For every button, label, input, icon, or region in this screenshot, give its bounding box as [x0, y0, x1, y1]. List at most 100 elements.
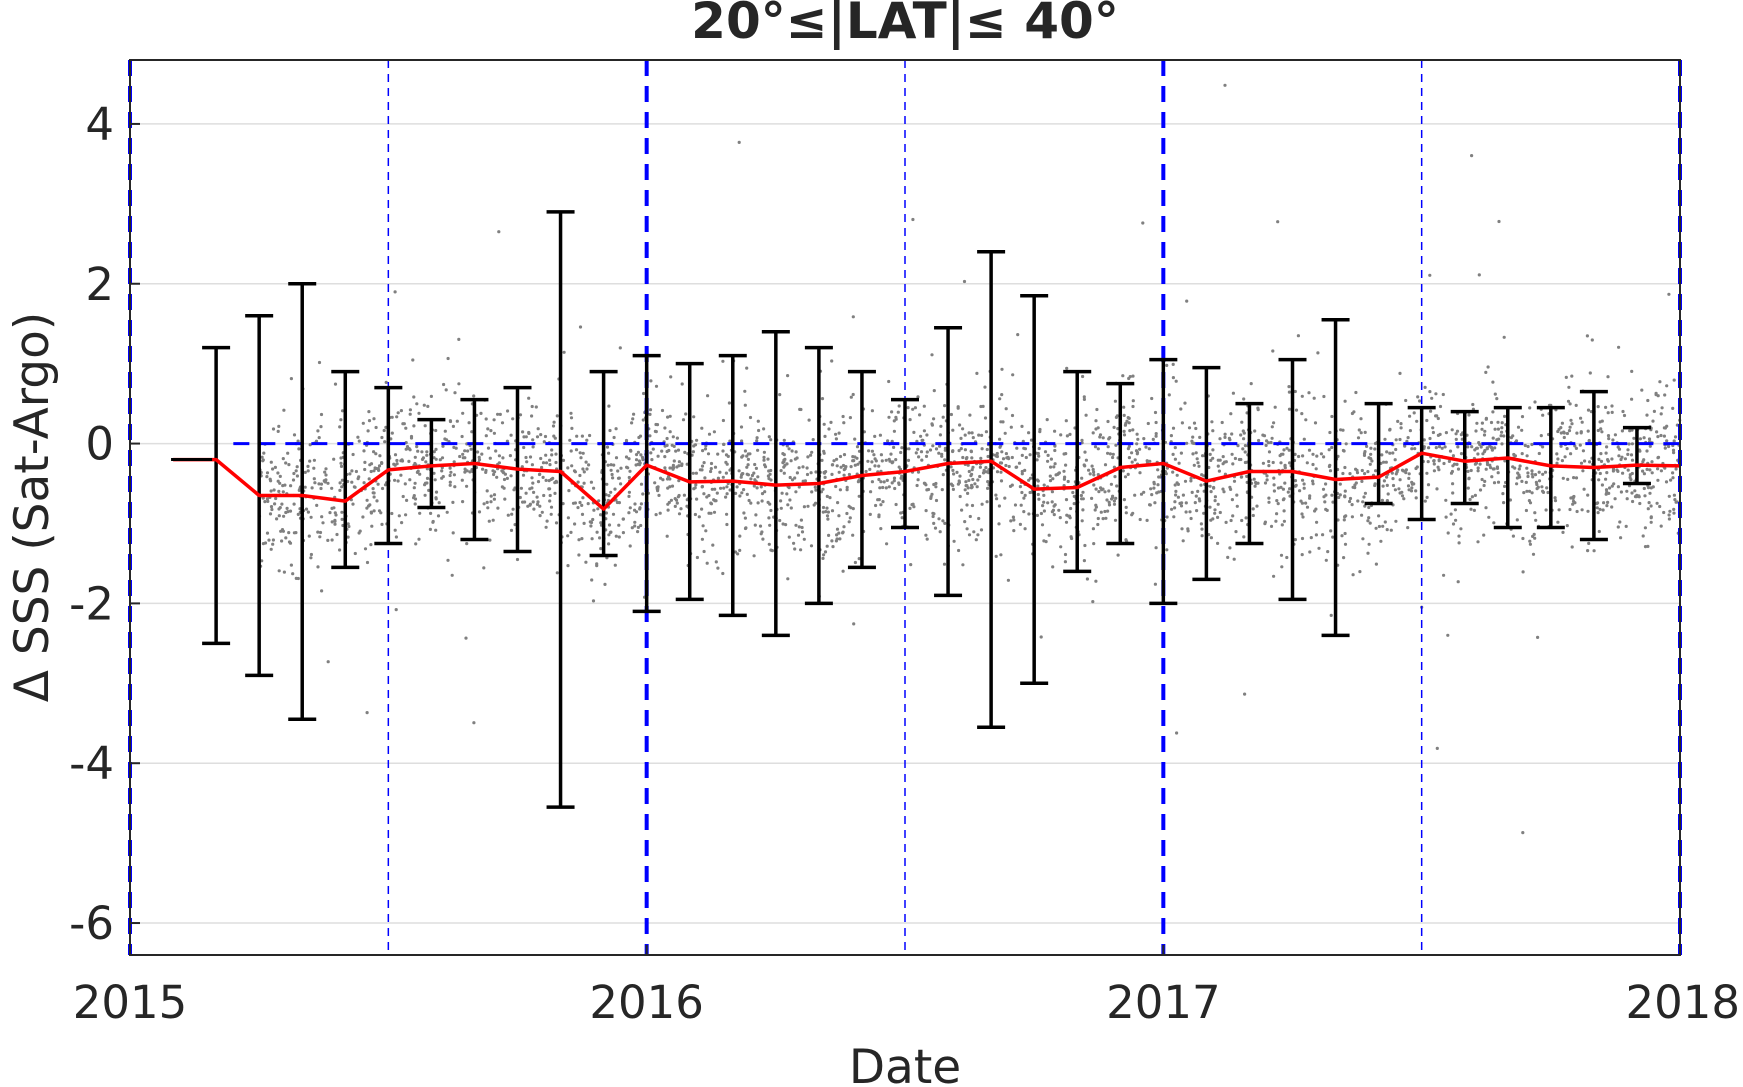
scatter-point	[675, 501, 679, 505]
scatter-point	[894, 502, 898, 507]
scatter-point	[1605, 504, 1609, 508]
scatter-point	[492, 418, 496, 422]
scatter-point	[1135, 450, 1140, 455]
scatter-point	[1141, 221, 1145, 225]
scatter-point	[1330, 414, 1334, 419]
scatter-point	[472, 394, 476, 398]
scatter-point	[1293, 389, 1297, 394]
scatter-point	[1601, 508, 1605, 512]
scatter-point	[1243, 450, 1247, 454]
scatter-point	[1621, 471, 1625, 475]
scatter-point	[641, 418, 645, 422]
scatter-point	[1313, 421, 1318, 425]
scatter-point	[1255, 504, 1259, 508]
scatter-point	[1293, 538, 1297, 542]
scatter-point	[638, 507, 642, 511]
scatter-point	[1027, 478, 1031, 482]
scatter-point	[288, 509, 293, 513]
scatter-point	[1000, 450, 1004, 454]
scatter-point	[312, 466, 316, 470]
scatter-point	[981, 471, 986, 475]
scatter-point	[1004, 463, 1008, 468]
scatter-point	[1632, 436, 1636, 440]
scatter-point	[1189, 516, 1193, 521]
scatter-point	[745, 465, 749, 469]
scatter-point	[1568, 425, 1572, 429]
scatter-point	[1064, 419, 1068, 423]
scatter-point	[1154, 546, 1158, 550]
scatter-point	[825, 544, 829, 548]
scatter-point	[1085, 577, 1089, 581]
scatter-point	[1052, 513, 1056, 517]
scatter-point	[1043, 450, 1048, 454]
scatter-point	[520, 465, 524, 469]
scatter-point	[639, 453, 643, 457]
scatter-point	[1314, 507, 1318, 511]
scatter-point	[999, 461, 1004, 465]
scatter-point	[522, 445, 526, 450]
scatter-point	[873, 457, 877, 461]
scatter-point	[769, 508, 773, 513]
scatter-point	[1396, 419, 1400, 423]
scatter-point	[437, 501, 441, 505]
scatter-point	[986, 486, 990, 490]
scatter-point	[786, 374, 790, 378]
scatter-point	[1638, 501, 1642, 506]
scatter-point	[970, 456, 974, 460]
scatter-point	[879, 453, 884, 457]
scatter-point	[457, 337, 461, 341]
scatter-point	[477, 455, 481, 459]
scatter-point	[461, 500, 465, 504]
scatter-point	[1422, 438, 1426, 442]
scatter-point	[1308, 496, 1312, 500]
scatter-point	[1213, 511, 1217, 515]
scatter-point	[1582, 487, 1586, 491]
scatter-point	[535, 495, 539, 499]
scatter-point	[1553, 496, 1557, 500]
scatter-point	[943, 446, 948, 450]
scatter-point	[1650, 471, 1654, 475]
scatter-point	[1191, 452, 1195, 456]
scatter-point	[463, 470, 467, 474]
y-tick-label: 0	[85, 418, 114, 471]
scatter-point	[797, 485, 801, 489]
scatter-point	[400, 521, 404, 525]
scatter-point	[440, 456, 445, 460]
scatter-point	[1492, 467, 1496, 471]
scatter-point	[326, 481, 330, 485]
scatter-point	[857, 494, 861, 498]
scatter-point	[1127, 376, 1131, 381]
scatter-point	[502, 486, 506, 490]
scatter-point	[1483, 448, 1487, 453]
scatter-point	[1467, 413, 1471, 417]
scatter-point	[1573, 444, 1577, 448]
scatter-point	[1437, 468, 1441, 472]
scatter-point	[604, 511, 609, 515]
scatter-point	[541, 461, 546, 465]
scatter-point	[1560, 459, 1564, 463]
scatter-point	[932, 521, 936, 526]
scatter-point	[440, 469, 444, 473]
scatter-point	[1536, 635, 1540, 640]
scatter-point	[1617, 345, 1621, 349]
scatter-point	[886, 439, 890, 443]
scatter-point	[416, 469, 420, 473]
scatter-point	[1300, 501, 1304, 505]
scatter-point	[760, 499, 764, 503]
scatter-point	[1111, 494, 1115, 498]
scatter-point	[848, 416, 853, 420]
scatter-point	[434, 497, 438, 501]
scatter-point	[1493, 427, 1497, 431]
scatter-point	[975, 485, 979, 489]
errorbar	[934, 325, 963, 598]
scatter-point	[1672, 493, 1676, 497]
scatter-point	[1501, 492, 1505, 496]
scatter-point	[1414, 489, 1418, 493]
scatter-point	[976, 533, 980, 537]
scatter-point	[338, 548, 342, 552]
scatter-point	[750, 473, 755, 478]
scatter-point	[1039, 511, 1043, 516]
scatter-point	[1633, 495, 1638, 499]
